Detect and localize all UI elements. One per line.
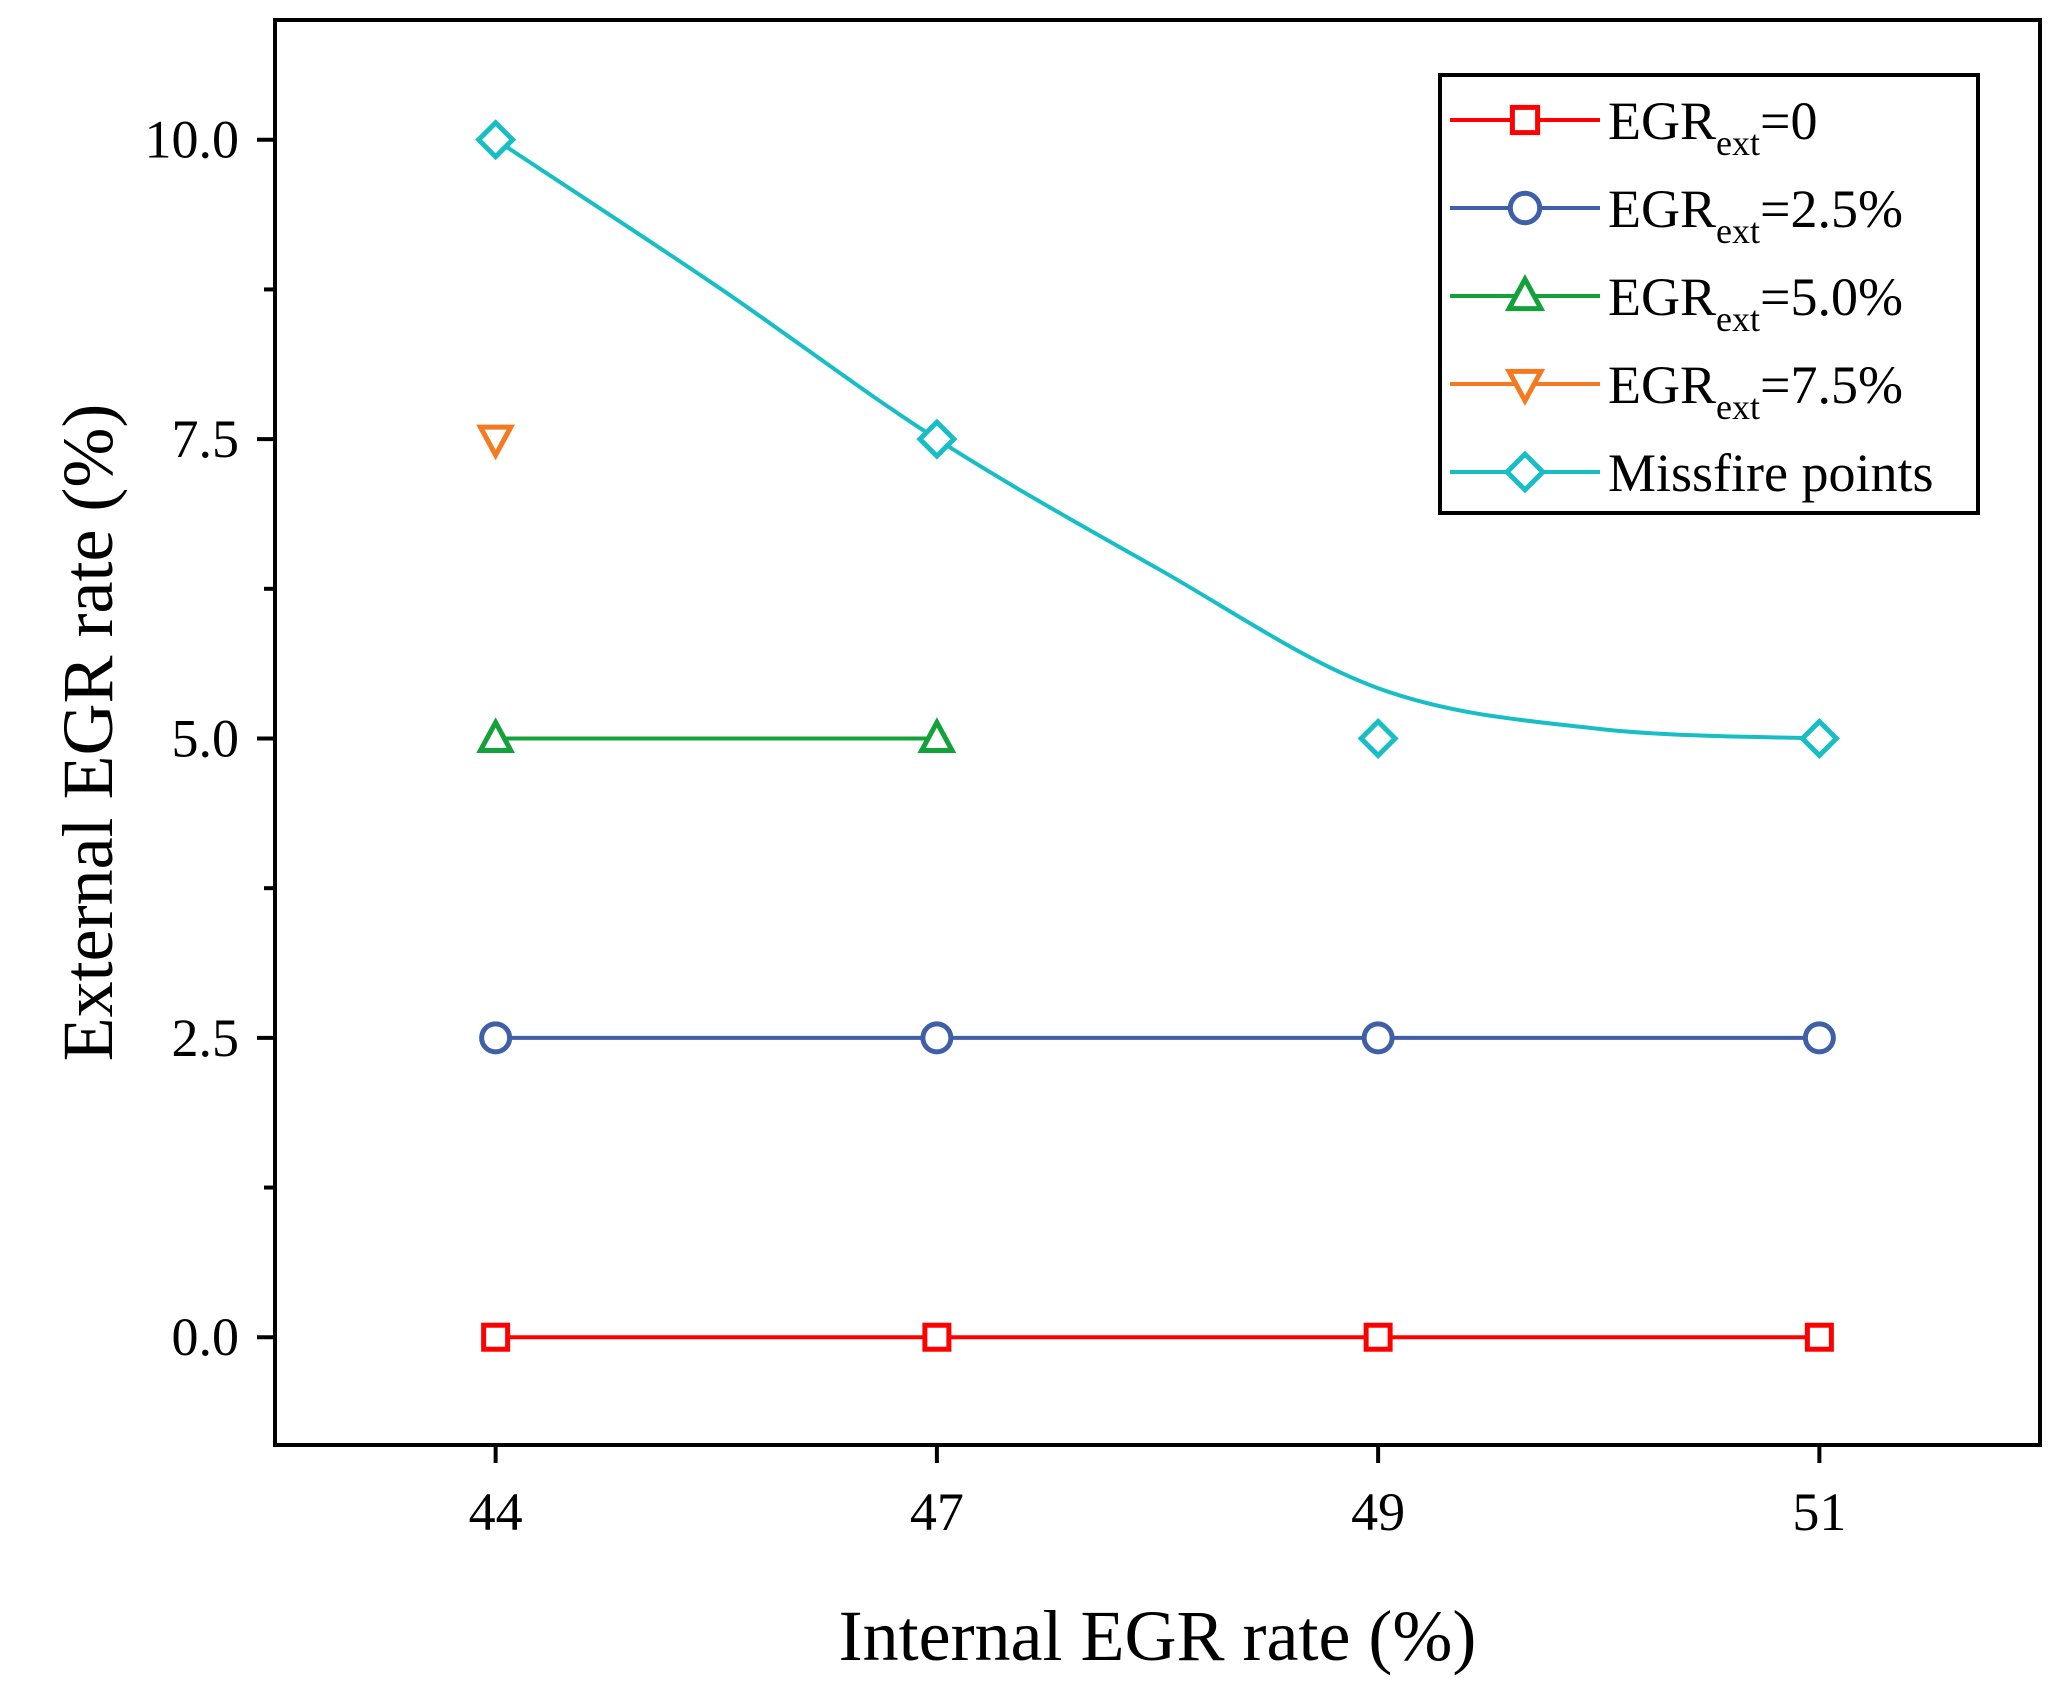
circle-marker [1361,1021,1395,1055]
diamond-marker [1798,717,1840,760]
legend-label: Missfire points [1608,443,1934,503]
plot-frame [273,18,2042,1447]
circle-marker [920,1021,954,1055]
legend-entry-2: EGRext=5.0% [1450,267,1903,339]
legend-entry-1: EGRext=2.5% [1450,179,1903,251]
legend: EGRext=0EGRext=2.5%EGRext=5.0%EGRext=7.5… [1438,73,1980,515]
legend-label: EGRext=7.5% [1608,355,1903,427]
diamond-marker [1357,717,1399,760]
y-axis-title: External EGR rate (%) [48,404,128,1062]
x-tick-label: 44 [469,1482,523,1542]
legend-label-main: EGR [1608,267,1716,327]
legend-entry-0: EGRext=0 [1450,91,1817,163]
square-marker [1509,104,1541,136]
square-marker [922,1322,952,1352]
legend-entry-4: Missfire points [1450,443,1934,503]
x-tick-label: 47 [910,1482,964,1542]
legend-label-subscript: ext [1716,387,1760,427]
legend-label-main: Missfire points [1608,443,1934,503]
legend-label-subscript: ext [1716,299,1760,339]
series-1 [479,1021,1836,1055]
triangle-down-marker [1504,368,1546,407]
legend-label-main: EGR [1608,179,1716,239]
x-tick-label: 49 [1351,1482,1405,1542]
y-tick-label: 0.0 [172,1307,240,1367]
circle-marker [479,1021,513,1055]
series-3 [476,424,516,461]
square-marker [1363,1322,1393,1352]
legend-label: EGRext=5.0% [1608,267,1903,339]
circle-marker [1507,190,1543,226]
legend-label-main: EGR [1608,91,1716,151]
series-layer [475,119,1840,1352]
triangle-up-marker [917,717,957,753]
x-axis-title: Internal EGR rate (%) [839,1596,1477,1676]
series-4 [475,119,1840,760]
axis-layer: 44 47 49 51 0.0 2.5 5.0 7.5 10.0 [145,110,1847,1542]
series-0 [481,1322,1834,1352]
diamond-marker [916,418,958,460]
legend-label-subscript: ext [1716,211,1760,251]
legend-label-suffix: =5.0% [1760,267,1903,327]
legend-label-suffix: =2.5% [1760,179,1903,239]
triangle-up-marker [1504,273,1546,312]
legend-entry-3: EGRext=7.5% [1450,355,1903,427]
triangle-up-marker [476,717,516,753]
series-curve [494,138,1820,741]
legend-label-suffix: =7.5% [1760,355,1903,415]
y-tick-label: 10.0 [145,110,240,170]
diamond-marker [475,119,517,161]
legend-label: EGRext=2.5% [1608,179,1903,251]
square-marker [481,1322,511,1352]
legend-label: EGRext=0 [1608,91,1817,163]
legend-label-subscript: ext [1716,123,1760,163]
diamond-marker [1503,450,1547,494]
y-tick-label: 2.5 [172,1008,240,1068]
legend-label-main: EGR [1608,355,1716,415]
y-tick-label: 7.5 [172,409,240,469]
y-tick-label: 5.0 [172,708,240,768]
square-marker [1804,1322,1834,1352]
legend-label-suffix: =0 [1760,91,1817,151]
triangle-down-marker [476,424,516,461]
x-tick-label: 51 [1792,1482,1846,1542]
series-2 [476,717,957,753]
circle-marker [1802,1021,1836,1055]
